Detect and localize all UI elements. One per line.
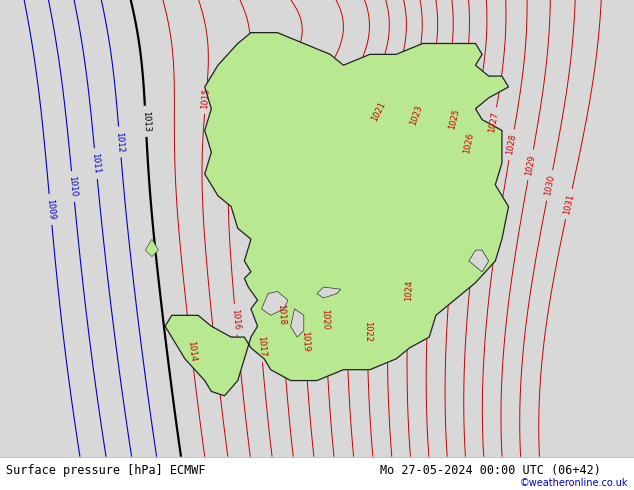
Polygon shape (317, 287, 341, 298)
Polygon shape (261, 292, 288, 316)
Text: 1013: 1013 (141, 111, 151, 132)
Text: 1009: 1009 (45, 198, 56, 220)
Text: 1028: 1028 (505, 133, 518, 156)
Text: 1030: 1030 (543, 174, 556, 196)
Text: 1025: 1025 (447, 108, 461, 130)
Polygon shape (145, 239, 158, 257)
Text: 1018: 1018 (276, 304, 287, 325)
Text: ©weatheronline.co.uk: ©weatheronline.co.uk (519, 478, 628, 489)
Text: 1029: 1029 (524, 154, 537, 176)
Text: 1023: 1023 (409, 104, 425, 127)
Polygon shape (469, 250, 489, 272)
Text: 1024: 1024 (404, 280, 413, 301)
Text: 1010: 1010 (67, 176, 79, 197)
Polygon shape (165, 33, 508, 396)
Text: Surface pressure [hPa] ECMWF: Surface pressure [hPa] ECMWF (6, 464, 206, 476)
Text: 1015: 1015 (200, 88, 211, 109)
Text: 1016: 1016 (230, 308, 241, 330)
Text: 1012: 1012 (115, 131, 125, 153)
Polygon shape (290, 309, 304, 337)
Text: 1011: 1011 (91, 153, 101, 174)
Text: 1021: 1021 (370, 99, 387, 122)
Text: 1022: 1022 (363, 321, 372, 343)
Text: 1026: 1026 (462, 132, 476, 154)
Text: 1020: 1020 (320, 309, 330, 330)
Text: 1014: 1014 (186, 341, 197, 362)
Text: 1027: 1027 (488, 111, 500, 134)
Text: 1031: 1031 (562, 193, 576, 215)
Text: 1017: 1017 (256, 336, 266, 358)
Text: Mo 27-05-2024 00:00 UTC (06+42): Mo 27-05-2024 00:00 UTC (06+42) (380, 464, 601, 476)
Text: 1019: 1019 (300, 330, 310, 352)
